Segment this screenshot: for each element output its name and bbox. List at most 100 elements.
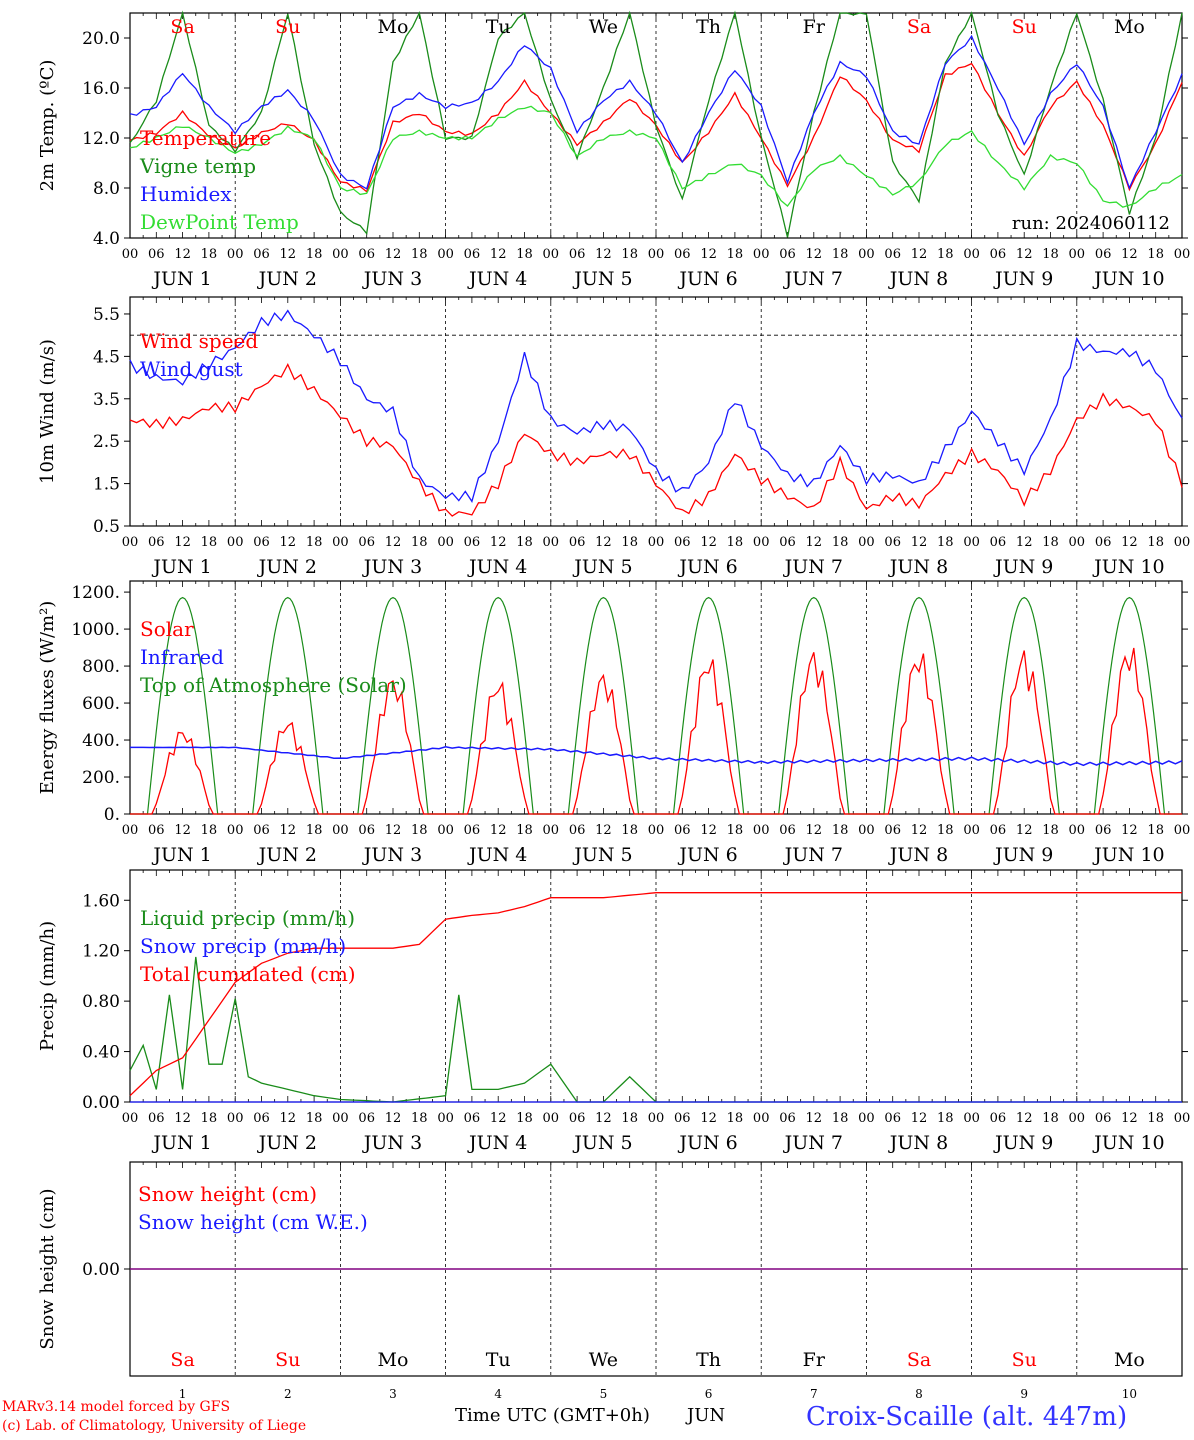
hour-tick-label: 12 xyxy=(1016,823,1033,838)
hour-tick-label: 18 xyxy=(516,247,533,262)
date-label: JUN 7 xyxy=(783,268,843,290)
date-label: JUN 8 xyxy=(888,1132,948,1154)
day-name: Su xyxy=(1012,1349,1037,1371)
hour-tick-label: 06 xyxy=(358,1111,375,1126)
hour-tick-label: 00 xyxy=(753,1111,770,1126)
hour-tick-label: 12 xyxy=(700,823,717,838)
hour-tick-label: 18 xyxy=(621,535,638,550)
hour-tick-label: 06 xyxy=(464,823,481,838)
y-tick-label: 0.00 xyxy=(82,1260,120,1280)
hour-tick-label: 12 xyxy=(1016,535,1033,550)
y-axis-title: Energy fluxes (W/m²) xyxy=(37,601,58,795)
hour-tick-label: 00 xyxy=(227,823,244,838)
legend-entry: Snow height (cm) xyxy=(138,1182,317,1206)
hour-tick-label: 00 xyxy=(648,1111,665,1126)
hour-tick-label: 12 xyxy=(700,247,717,262)
hour-tick-label: 18 xyxy=(201,535,218,550)
hour-tick-label: 00 xyxy=(437,1111,454,1126)
hour-tick-label: 06 xyxy=(990,823,1007,838)
hour-tick-label: 12 xyxy=(595,1111,612,1126)
y-tick-label: 0.80 xyxy=(82,992,120,1012)
hour-tick-label: 06 xyxy=(779,535,796,550)
model-credit: MARv3.14 model forced by GFS xyxy=(2,1399,231,1415)
date-label: JUN 1 xyxy=(151,844,211,866)
y-tick-label: 20.0 xyxy=(82,29,120,49)
hour-tick-label: 00 xyxy=(858,1111,875,1126)
hour-tick-label: 00 xyxy=(437,247,454,262)
day-number: 6 xyxy=(705,1387,713,1401)
hour-tick-label: 00 xyxy=(1069,1111,1086,1126)
hour-tick-label: 06 xyxy=(674,1111,691,1126)
y-tick-label: 8.0 xyxy=(93,179,120,199)
hour-tick-label: 00 xyxy=(543,535,560,550)
date-label: JUN 2 xyxy=(257,844,317,866)
hour-tick-label: 06 xyxy=(884,823,901,838)
date-label: JUN 9 xyxy=(993,1132,1053,1154)
y-tick-label: 0. xyxy=(104,805,120,825)
day-name: We xyxy=(589,16,618,38)
hour-tick-label: 06 xyxy=(1095,247,1112,262)
day-number: 4 xyxy=(494,1387,502,1401)
hour-tick-label: 00 xyxy=(227,1111,244,1126)
hour-tick-label: 12 xyxy=(174,1111,191,1126)
hour-tick-label: 06 xyxy=(779,1111,796,1126)
hour-tick-label: 12 xyxy=(911,535,928,550)
date-label: JUN 7 xyxy=(783,556,843,578)
day-name: Th xyxy=(696,16,721,38)
hour-tick-label: 06 xyxy=(148,535,165,550)
hour-tick-label: 00 xyxy=(122,823,139,838)
date-label: JUN 3 xyxy=(362,1132,422,1154)
y-tick-label: 600. xyxy=(82,694,120,714)
legend-entry: Solar xyxy=(140,617,194,641)
legend-entry: Wind speed xyxy=(140,329,258,353)
hour-tick-label: 12 xyxy=(490,1111,507,1126)
date-label: JUN 10 xyxy=(1092,1132,1164,1154)
hour-tick-label: 06 xyxy=(358,247,375,262)
day-name: Th xyxy=(696,1349,721,1371)
date-label: JUN 1 xyxy=(151,556,211,578)
hour-tick-label: 12 xyxy=(280,247,297,262)
hour-tick-label: 18 xyxy=(1147,535,1164,550)
day-number: 9 xyxy=(1020,1387,1028,1401)
y-tick-label: 2.5 xyxy=(93,432,120,452)
hour-tick-label: 00 xyxy=(1174,823,1191,838)
hour-tick-label: 18 xyxy=(621,247,638,262)
hour-tick-label: 00 xyxy=(963,1111,980,1126)
hour-tick-label: 06 xyxy=(884,535,901,550)
series-line-dewpoint-temp xyxy=(129,105,1183,208)
hour-tick-label: 18 xyxy=(1147,1111,1164,1126)
series-line-total-cumulated-cm- xyxy=(129,892,1182,1097)
hour-tick-label: 06 xyxy=(464,1111,481,1126)
date-label: JUN 6 xyxy=(677,556,737,578)
date-label: JUN 3 xyxy=(362,268,422,290)
hour-tick-label: 18 xyxy=(516,535,533,550)
hour-tick-label: 18 xyxy=(1147,823,1164,838)
hour-tick-label: 00 xyxy=(858,535,875,550)
hour-tick-label: 18 xyxy=(937,247,954,262)
hour-tick-label: 06 xyxy=(990,535,1007,550)
date-label: JUN 10 xyxy=(1092,556,1164,578)
date-label: JUN 8 xyxy=(888,268,948,290)
hour-tick-label: 12 xyxy=(911,1111,928,1126)
hour-tick-label: 06 xyxy=(358,823,375,838)
date-label: JUN 6 xyxy=(677,1132,737,1154)
hour-tick-label: 06 xyxy=(569,823,586,838)
hour-tick-label: 12 xyxy=(174,247,191,262)
hour-tick-label: 18 xyxy=(201,1111,218,1126)
date-label: JUN 9 xyxy=(993,844,1053,866)
hour-tick-label: 18 xyxy=(411,823,428,838)
y-tick-label: 12.0 xyxy=(82,129,120,149)
hour-tick-label: 18 xyxy=(306,535,323,550)
hour-tick-label: 18 xyxy=(1042,535,1059,550)
date-label: JUN 6 xyxy=(677,844,737,866)
hour-tick-label: 06 xyxy=(884,1111,901,1126)
hour-tick-label: 12 xyxy=(1121,1111,1138,1126)
hour-tick-label: 00 xyxy=(332,535,349,550)
hour-tick-label: 12 xyxy=(490,535,507,550)
hour-tick-label: 00 xyxy=(1069,823,1086,838)
hour-tick-label: 00 xyxy=(227,247,244,262)
hour-tick-label: 06 xyxy=(148,247,165,262)
hour-tick-label: 18 xyxy=(516,823,533,838)
run-label: run: 2024060112 xyxy=(1012,213,1170,234)
